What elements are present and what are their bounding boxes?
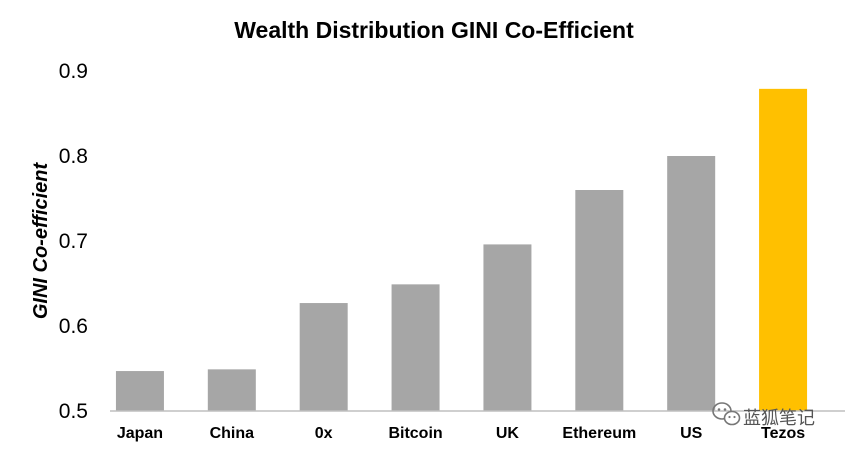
watermark-text: 蓝狐笔记: [743, 408, 815, 429]
x-tick-label: China: [210, 425, 255, 442]
y-tick-label: 0.6: [59, 315, 88, 338]
wechat-icon: [712, 402, 741, 426]
bar-bitcoin: [391, 284, 440, 411]
x-tick-label: Japan: [117, 425, 163, 442]
bars-group: [115, 88, 808, 411]
bar-uk: [483, 244, 532, 411]
y-tick-label: 0.9: [59, 60, 88, 83]
y-tick-label: 0.7: [59, 230, 88, 253]
x-tick-label: US: [680, 425, 703, 442]
x-tick-label: Ethereum: [562, 425, 636, 442]
x-tick-label: Tezos: [761, 425, 805, 442]
y-axis-ticks: 0.5 0.6 0.7 0.8 0.9: [59, 60, 88, 423]
x-tick-label: 0x: [315, 425, 333, 442]
chart-title: Wealth Distribution GINI Co-Efficient: [234, 17, 634, 43]
bar-ethereum: [575, 190, 624, 411]
x-tick-label: UK: [496, 425, 520, 442]
bar-us: [667, 156, 716, 411]
y-axis-label: GINI Co-efficient: [30, 162, 52, 320]
y-tick-label: 0.5: [59, 400, 88, 423]
watermark: 蓝狐笔记: [712, 402, 815, 429]
bar-china: [207, 369, 256, 411]
bar-tezos: [759, 88, 808, 411]
x-axis-ticks: Japan China 0x Bitcoin UK Ethereum US Tezos: [117, 425, 805, 442]
x-tick-label: Bitcoin: [388, 425, 442, 442]
bar-japan: [115, 371, 164, 411]
bar-0x: [299, 303, 348, 411]
y-tick-label: 0.8: [59, 145, 88, 168]
